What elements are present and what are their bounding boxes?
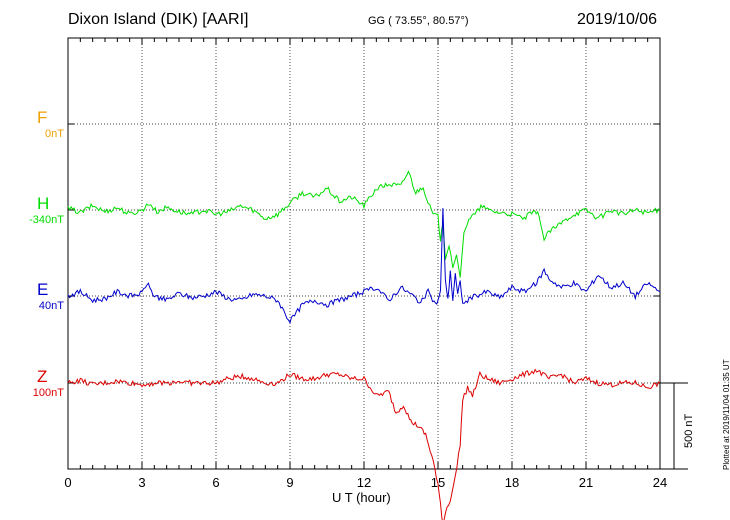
- series-Z-line: [67, 368, 661, 520]
- x-axis-label: U T (hour): [332, 490, 391, 505]
- channel-baseline-Z: 100nT: [32, 387, 64, 399]
- x-tick-label: 9: [286, 475, 294, 490]
- channel-baseline-E: 40nT: [38, 300, 64, 312]
- station-title: Dixon Island (DIK) [AARI]: [68, 11, 249, 28]
- x-tick-label: 6: [212, 475, 220, 490]
- x-tick-label: 12: [356, 475, 372, 490]
- chart-date: 2019/10/06: [577, 11, 658, 28]
- series-lines: [67, 170, 661, 520]
- x-tick-label: 15: [430, 475, 446, 490]
- plotted-timestamp: Plotted at 2019/11/04 01:35 UT: [722, 359, 730, 470]
- channel-baseline-H: -340nT: [29, 214, 64, 226]
- channel-label-H: H: [37, 194, 50, 213]
- channel-baseline-F: 0nT: [45, 128, 64, 140]
- x-tick-label: 24: [652, 475, 668, 490]
- geographic-coordinates: GG ( 73.55°, 80.57°): [368, 15, 469, 27]
- series-H-line: [67, 170, 661, 278]
- x-tick-label: 21: [578, 475, 594, 490]
- channel-label-Z: Z: [37, 367, 48, 386]
- channel-label-E: E: [37, 280, 49, 299]
- scale-bar: [660, 382, 688, 470]
- series-E-line: [67, 208, 661, 324]
- scale-label: 500 nT: [683, 413, 695, 448]
- channel-label-F: F: [37, 108, 48, 127]
- x-tick-label: 0: [64, 475, 72, 490]
- grid: [68, 38, 660, 469]
- x-tick-label: 18: [504, 475, 520, 490]
- x-ticks: [67, 38, 661, 469]
- x-tick-label: 3: [138, 475, 146, 490]
